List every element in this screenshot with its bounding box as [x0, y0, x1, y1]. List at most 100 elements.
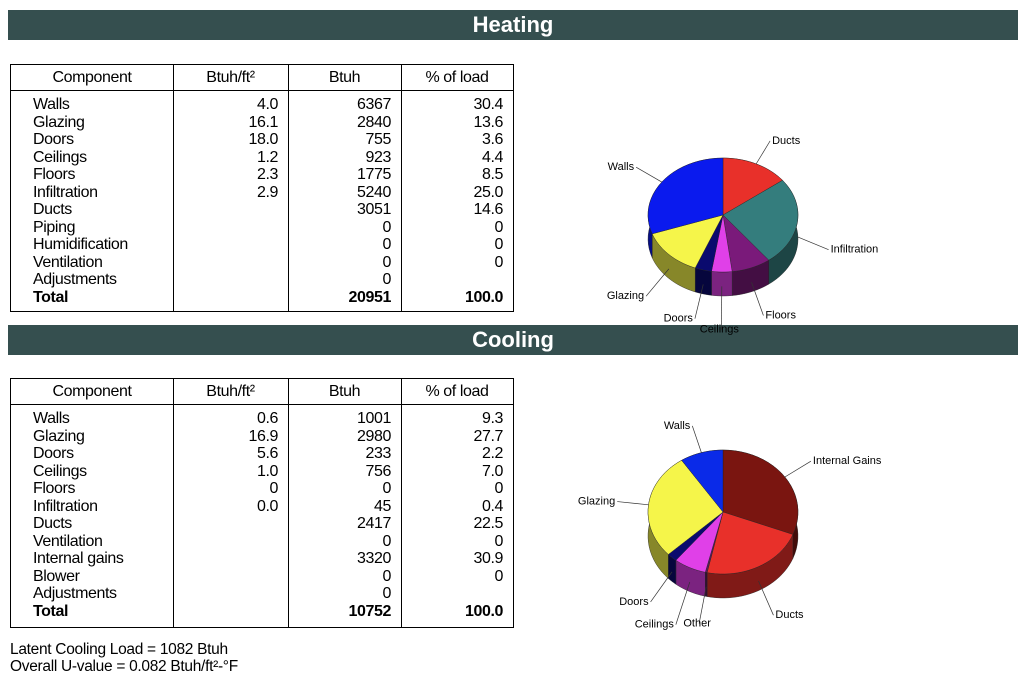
pie-label: Glazing: [578, 495, 615, 507]
leader-line: [698, 586, 707, 624]
table-cell: Glazing: [33, 113, 85, 131]
leader-line: [755, 140, 771, 165]
table-cell: 0: [382, 567, 392, 585]
table-cell: Walls: [33, 96, 70, 113]
note: Latent Cooling Load = 1082 Btuh: [10, 641, 228, 658]
leader-line: [694, 284, 704, 319]
table-cell: Internal gains: [33, 550, 124, 567]
pie-label: Doors: [619, 596, 649, 608]
table: Component Btuh/ft² Btuh % of load Walls 4.0 63…: [10, 64, 514, 312]
column-header: Btuh: [328, 69, 361, 86]
pie-slice: [722, 214, 770, 272]
pie-slice-side: [705, 571, 708, 597]
table-cell: 20951: [348, 288, 392, 306]
table-cell: Total: [33, 288, 69, 306]
table-cell: 4.0: [256, 96, 278, 113]
column-line: [288, 379, 289, 627]
table-cell: 3.6: [481, 131, 503, 148]
pie-slice: [668, 511, 724, 561]
table-cell: 0: [494, 567, 504, 585]
table-cell: 27.7: [473, 427, 503, 445]
table-cell: 0: [494, 253, 504, 271]
table-cell: 9.3: [481, 410, 503, 427]
table-cell: Blower: [33, 567, 80, 585]
table-cell: 233: [365, 445, 392, 462]
pie-label: Ducts: [772, 135, 801, 147]
leader-line: [617, 501, 649, 506]
column-header: Component: [52, 69, 132, 86]
pie-label: Walls: [608, 161, 635, 173]
leader-line: [650, 571, 673, 603]
leader-line: [784, 460, 812, 478]
pie-slice: [722, 449, 799, 535]
column-header: % of load: [425, 383, 489, 400]
pie-label: Glazing: [607, 290, 644, 302]
table-cell: 923: [365, 148, 392, 166]
table-cell: 13.6: [473, 113, 503, 131]
table-cell: 0.6: [256, 410, 278, 427]
table-cell: 2980: [357, 427, 391, 445]
note: Overall U-value = 0.082 Btuh/ft²-°F: [10, 658, 238, 675]
table-cell: Ceilings: [33, 462, 87, 480]
table-cell: 2417: [357, 515, 391, 532]
table-cell: 18.0: [248, 131, 278, 148]
table-cell: 1775: [357, 166, 391, 183]
table-cell: 16.1: [248, 113, 278, 131]
pie-label: Ducts: [775, 609, 804, 621]
leader-line: [675, 581, 691, 625]
pie-label: Infiltration: [831, 244, 879, 256]
column-line: [288, 65, 289, 311]
column-line: [173, 65, 174, 311]
table-cell: Total: [33, 602, 69, 620]
table-cell: Infiltration: [33, 183, 98, 201]
table-cell: Ceilings: [33, 148, 87, 166]
section-title: Heating: [8, 10, 1018, 40]
table-cell: Glazing: [33, 427, 85, 445]
table: Component Btuh/ft² Btuh % of load Walls 0.6 10…: [10, 378, 514, 628]
section-title: Cooling: [8, 325, 1018, 355]
table-cell: 4.4: [481, 148, 503, 166]
pie-label: Ceilings: [635, 619, 675, 631]
table-cell: Floors: [33, 166, 76, 183]
pie-label: Doors: [664, 313, 694, 325]
table-cell: Walls: [33, 410, 70, 427]
leader-line: [751, 282, 764, 316]
pie-slice: [722, 157, 783, 216]
header-line: [11, 90, 513, 91]
table-cell: 2840: [357, 113, 391, 131]
table-cell: 0: [382, 236, 392, 253]
table-cell: Humidification: [33, 236, 128, 253]
table-cell: 8.5: [481, 166, 503, 183]
pie-slice: [647, 157, 724, 235]
table-cell: 0: [382, 480, 392, 497]
pie-slice: [706, 511, 794, 575]
table-cell: 30.4: [473, 96, 503, 113]
table-cell: 1.2: [256, 148, 278, 166]
column-header: % of load: [425, 69, 489, 86]
column-line: [401, 65, 402, 311]
pie-slice: [675, 511, 724, 573]
table-cell: 0: [382, 532, 392, 550]
pie-slice: [722, 180, 799, 261]
table-cell: 5240: [357, 183, 391, 201]
leader-line: [758, 580, 774, 616]
table-cell: 45: [374, 497, 391, 515]
table-cell: 0: [494, 480, 504, 497]
table-cell: 14.6: [473, 201, 503, 218]
table-cell: Adjustments: [33, 585, 117, 602]
table-cell: 0: [382, 253, 392, 271]
column-header: Btuh: [328, 383, 361, 400]
table-cell: 2.9: [256, 183, 278, 201]
leader-line: [635, 166, 662, 183]
table-cell: 16.9: [248, 427, 278, 445]
table-cell: Doors: [33, 445, 74, 462]
table-cell: 10752: [348, 602, 392, 620]
table-cell: 7.0: [481, 462, 503, 480]
table-cell: 0.4: [481, 497, 503, 515]
table-cell: Floors: [33, 480, 76, 497]
pie-label: Other: [683, 618, 711, 630]
table-cell: 2.3: [256, 166, 278, 183]
